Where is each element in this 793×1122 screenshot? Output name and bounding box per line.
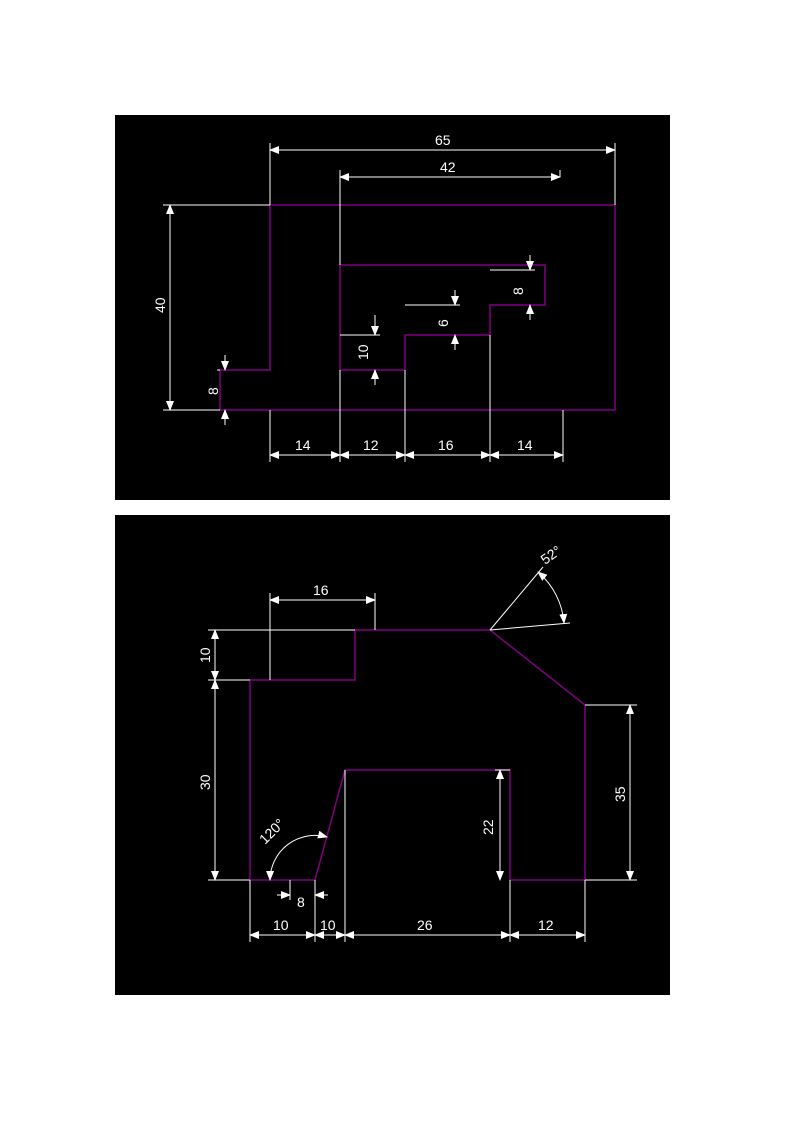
drawing-panel-1: 65 42 40 8: [115, 115, 670, 500]
dim-label: 12: [363, 437, 379, 453]
dim-label: 35: [612, 786, 628, 802]
dim-label: 8: [510, 287, 526, 295]
cad-drawing-2: 16 10 30 35: [115, 515, 670, 995]
dim-label: 6: [435, 319, 451, 327]
dim-label: 14: [517, 437, 533, 453]
dimension-10a-bottom: 10: [250, 880, 315, 942]
dimension-14a: 14: [270, 370, 340, 462]
dimension-10-v: 10: [197, 630, 355, 680]
dimension-30-v: 30: [197, 680, 250, 880]
dim-label: 8: [297, 894, 305, 910]
dimension-10b-bottom: 10: [315, 770, 345, 942]
dim-label: 10: [273, 917, 289, 933]
dim-label: 40: [152, 297, 168, 313]
dimension-6-inner: 6: [405, 290, 460, 350]
dim-label: 12: [538, 917, 554, 933]
dim-label: 16: [438, 437, 454, 453]
dim-label: 14: [295, 437, 311, 453]
dimension-8-small: 8: [277, 880, 328, 910]
dimension-angle-52: 52°: [490, 542, 570, 630]
dimension-12: 12: [340, 370, 405, 462]
dimension-40: 40: [152, 205, 270, 410]
dim-label: 10: [355, 344, 371, 360]
dim-label: 120°: [256, 815, 288, 847]
dim-label: 10: [320, 917, 336, 933]
page: 65 42 40 8: [0, 0, 793, 1122]
dimension-16: 16: [405, 335, 490, 462]
dimension-22-inner: 22: [480, 770, 510, 880]
dim-label: 30: [197, 774, 213, 790]
drawing-panel-2: 16 10 30 35: [115, 515, 670, 995]
dimension-35-v: 35: [585, 705, 637, 880]
dimension-12-bottom: 12: [510, 880, 585, 942]
dimension-42: 42: [340, 159, 560, 265]
dimension-26-bottom: 26: [345, 880, 510, 942]
outer-profile: [220, 205, 615, 410]
cad-drawing-1: 65 42 40 8: [115, 115, 670, 500]
dimension-8-left: 8: [205, 355, 225, 425]
dim-label: 52°: [538, 542, 565, 567]
dimension-16-top: 16: [270, 582, 375, 680]
dimension-14b: 14: [490, 410, 563, 462]
dim-label: 16: [313, 582, 329, 598]
dim-label: 42: [440, 159, 456, 175]
dimension-angle-120: 120°: [256, 815, 327, 880]
dimension-10-inner: 10: [340, 315, 380, 385]
dim-label: 65: [435, 132, 451, 148]
dim-label: 22: [480, 819, 496, 835]
dim-label: 26: [417, 917, 433, 933]
dim-label: 10: [197, 647, 213, 663]
profile-2: [250, 630, 585, 880]
dim-label: 8: [205, 387, 221, 395]
